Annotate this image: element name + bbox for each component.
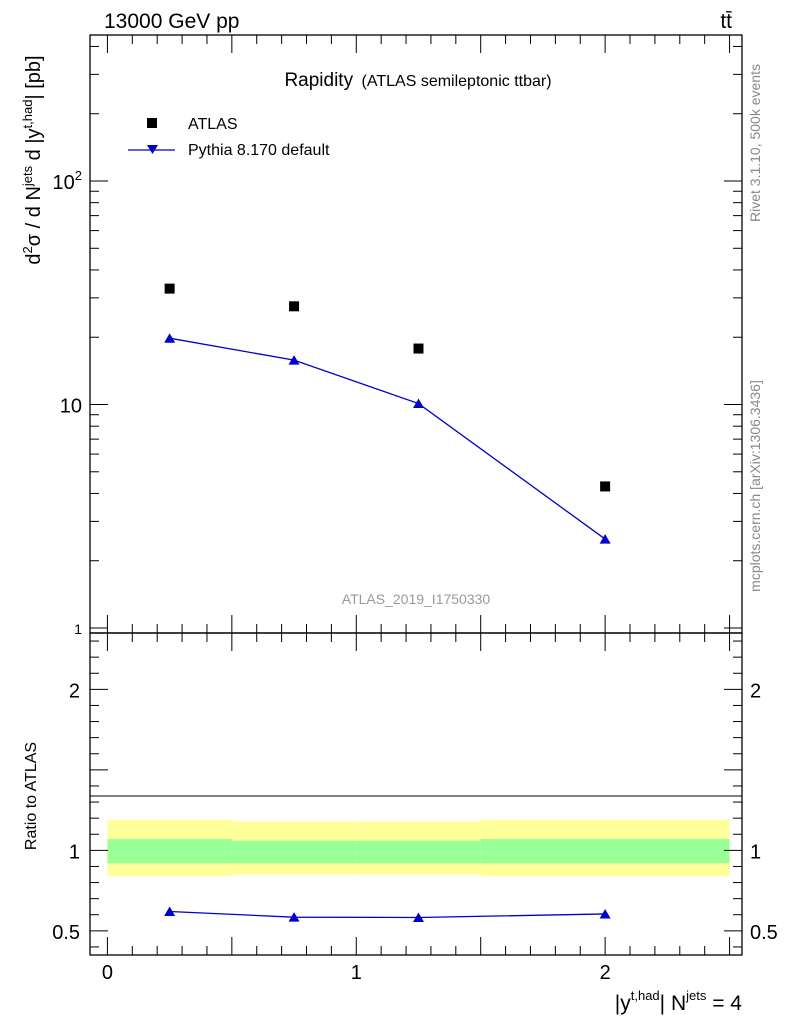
atlas-point bbox=[289, 301, 300, 312]
ratio-point bbox=[412, 912, 424, 922]
source-label: mcplots.cern.ch [arXiv:1306.3436] bbox=[747, 380, 763, 592]
main-y-tick-label: 10 bbox=[60, 396, 82, 418]
x-axis-label: |yt,had| Njets = 4 bbox=[615, 988, 743, 1015]
ratio-point bbox=[599, 908, 611, 919]
chart-title-main: Rapidity bbox=[284, 70, 353, 91]
main-ticks bbox=[90, 35, 742, 633]
ratio-band-segment bbox=[107, 839, 232, 864]
pythia-point bbox=[164, 333, 176, 343]
ratio-y-tick-label-right: 2 bbox=[750, 680, 761, 702]
main-series bbox=[164, 283, 611, 544]
ratio-frame bbox=[89, 632, 743, 956]
main-y-tick-label-base: 10 bbox=[53, 172, 75, 194]
legend-entry-pythia: Pythia 8.170 default bbox=[188, 142, 330, 159]
process-label: tt̄ bbox=[720, 10, 732, 33]
legend: ATLAS Pythia 8.170 default bbox=[128, 116, 330, 159]
ratio-band-segment bbox=[480, 839, 730, 864]
chart-subtitle: (ATLAS semileptonic ttbar) bbox=[362, 73, 552, 90]
x-tick-label: 2 bbox=[600, 962, 611, 984]
energy-label: 13000 GeV pp bbox=[104, 10, 239, 33]
ratio-y-tick-label-left: 1 bbox=[69, 841, 80, 863]
ratio-y-tick-label-right: 0.5 bbox=[750, 922, 778, 944]
ratio-y-axis-label: Ratio to ATLAS bbox=[23, 742, 40, 850]
legend-entry-atlas: ATLAS bbox=[188, 116, 238, 133]
atlas-point bbox=[164, 283, 175, 294]
x-tick-labels: 0 1 2 bbox=[102, 962, 611, 984]
ratio-band-segment bbox=[356, 840, 481, 864]
atlas-point bbox=[413, 343, 424, 354]
pythia-point bbox=[288, 355, 300, 365]
analysis-label: ATLAS_2019_I1750330 bbox=[342, 591, 491, 607]
ratio-uncertainty-bands bbox=[107, 819, 730, 877]
chart-title: Rapidity (ATLAS semileptonic ttbar) bbox=[284, 70, 551, 91]
rivet-label: Rivet 3.1.10, 500k events bbox=[747, 64, 763, 222]
main-y-tick-label: 1 bbox=[74, 621, 82, 637]
ratio-band-segment bbox=[231, 840, 357, 864]
ratio-point bbox=[288, 912, 300, 922]
legend-marker-atlas bbox=[147, 118, 157, 128]
ratio-y-tick-label-right: 1 bbox=[750, 841, 761, 863]
ratio-y-tick-label-left: 2 bbox=[69, 680, 80, 702]
pythia-point bbox=[412, 398, 424, 409]
x-tick-label: 0 bbox=[102, 962, 113, 984]
pythia-point bbox=[599, 534, 611, 544]
ratio-point bbox=[164, 906, 176, 917]
ratio-y-tick-label-left: 0.5 bbox=[52, 922, 80, 944]
ratio-y-tick-labels: 0.5 0.5 1 1 2 2 bbox=[52, 680, 778, 944]
main-y-tick-label-exponent: 2 bbox=[75, 168, 82, 183]
legend-marker-pythia bbox=[147, 145, 158, 154]
main-y-axis-label: d2σ / d Njets d |yt,had| [pb] bbox=[20, 55, 45, 264]
atlas-point bbox=[600, 481, 611, 492]
pythia-line bbox=[169, 337, 606, 540]
ratio-series bbox=[164, 906, 611, 922]
ratio-line bbox=[169, 910, 606, 919]
x-tick-label: 1 bbox=[351, 962, 362, 984]
ratio-ticks bbox=[90, 633, 742, 955]
main-y-tick-label: 102 bbox=[53, 168, 82, 194]
